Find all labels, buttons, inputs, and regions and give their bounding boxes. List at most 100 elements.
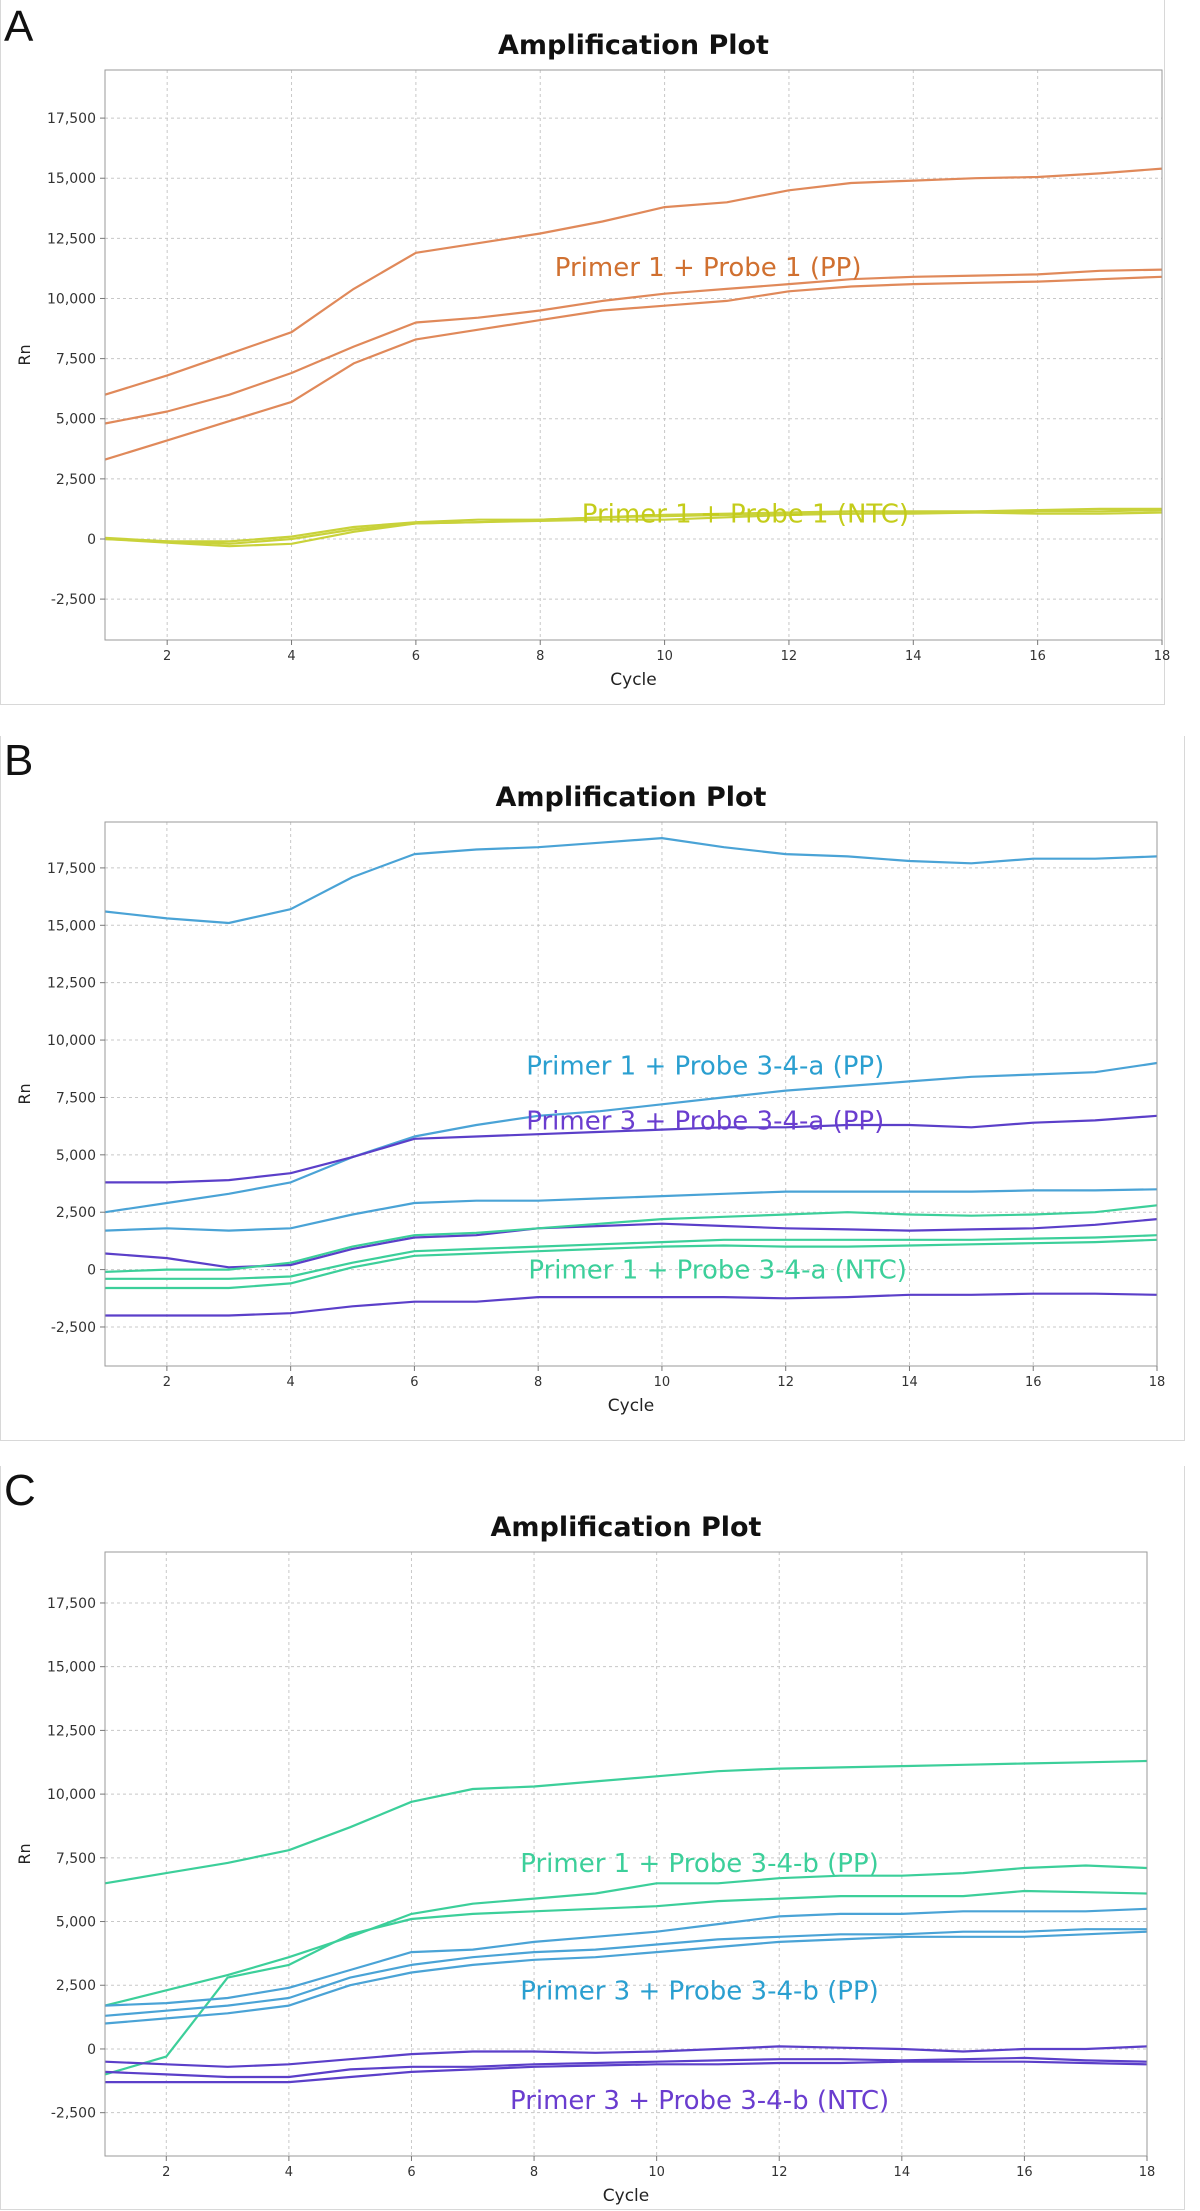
x-tick-label: 18 xyxy=(1154,649,1171,664)
x-tick-label: 2 xyxy=(163,649,171,664)
y-tick-label: 5,000 xyxy=(56,1915,96,1931)
panel-c: C Amplification Plot 2 4 6 8 10 12 14 16 18 -2,500… xyxy=(0,1466,1200,2211)
y-tick-label: -2,500 xyxy=(51,2106,96,2122)
y-tick-label: 17,500 xyxy=(47,1596,96,1612)
amplification-chart-a: Amplification Plot 2 4 6 8 10 12 14 16 18 -2,500 0 2… xyxy=(15,30,1171,690)
amplification-chart-b: Amplification Plot 2 4 6 8 10 12 14 16 18 -2,500 0 2… xyxy=(15,782,1166,1416)
x-tick-label: 8 xyxy=(530,2165,538,2180)
series-annotation: Primer 3 + Probe 3-4-b (PP) xyxy=(520,1976,879,2006)
x-tick-label: 14 xyxy=(905,649,922,664)
y-axis-label: Rn xyxy=(15,1083,34,1104)
y-tick-label: 15,000 xyxy=(47,1660,96,1676)
series-annotation: Primer 1 + Probe 1 (NTC) xyxy=(582,500,909,530)
y-tick-label: 12,500 xyxy=(47,1723,96,1739)
x-tick-label: 6 xyxy=(407,2165,415,2180)
y-tick-label: 10,000 xyxy=(47,1033,96,1049)
series-annotation: Primer 1 + Probe 1 (PP) xyxy=(555,253,862,283)
series-line-6 xyxy=(104,1204,1158,1273)
y-tick-label: 0 xyxy=(87,2042,96,2058)
series-line-3 xyxy=(105,1114,1158,1184)
series-annotation: Primer 1 + Probe 3-4-a (NTC) xyxy=(528,1256,907,1286)
chart-title: Amplification Plot xyxy=(498,30,769,61)
series-line-3 xyxy=(104,1889,1148,2076)
series-annotation: Primer 3 + Probe 3-4-a (PP) xyxy=(526,1106,884,1136)
series-line-2 xyxy=(104,268,1163,425)
y-tick-label: 7,500 xyxy=(56,352,96,368)
series-line-5 xyxy=(104,1218,1158,1269)
y-tick-label: 0 xyxy=(87,1263,96,1279)
x-tick-label: 18 xyxy=(1149,1375,1166,1390)
y-axis-label: Rn xyxy=(15,344,34,365)
panel-label: A xyxy=(4,2,34,51)
series-line-9 xyxy=(105,2060,1148,2084)
x-tick-label: 12 xyxy=(777,1375,794,1390)
y-axis-label: Rn xyxy=(15,1843,34,1864)
y-tick-label: 2,500 xyxy=(56,472,96,488)
series-line-2 xyxy=(104,1061,1158,1214)
x-tick-label: 8 xyxy=(534,1375,542,1390)
series-line-9 xyxy=(105,1292,1158,1317)
series-annotation: Primer 1 + Probe 3-4-a (PP) xyxy=(526,1051,884,1081)
x-tick-label: 2 xyxy=(163,1375,171,1390)
panel-a: A Amplification Plot 2 4 6 8 10 12 14 16 18 -2,500… xyxy=(0,0,1200,706)
y-tick-label: 15,000 xyxy=(47,918,96,934)
x-tick-label: 10 xyxy=(654,1375,671,1390)
x-tick-label: 4 xyxy=(285,2165,293,2180)
series-line-7 xyxy=(104,2045,1148,2068)
panel-frame xyxy=(0,1466,1185,2210)
x-axis-label: Cycle xyxy=(610,670,656,690)
y-tick-label: 2,500 xyxy=(56,1978,96,1994)
series-line-6 xyxy=(104,511,1163,545)
series-line-4 xyxy=(104,1907,1148,2007)
x-tick-label: 10 xyxy=(648,2165,665,2180)
x-tick-label: 16 xyxy=(1025,1375,1042,1390)
y-tick-label: 17,500 xyxy=(47,861,96,877)
amplification-chart-c: Amplification Plot 2 4 6 8 10 12 14 16 18 -2,500 0 2… xyxy=(15,1512,1156,2206)
series-annotation: Primer 1 + Probe 3-4-b (PP) xyxy=(520,1849,879,1879)
series-annotation: Primer 3 + Probe 3-4-b (NTC) xyxy=(510,2086,889,2116)
y-tick-label: 0 xyxy=(87,532,96,548)
x-tick-label: 6 xyxy=(410,1375,418,1390)
panel-label: B xyxy=(4,736,34,785)
y-tick-label: 10,000 xyxy=(47,1787,96,1803)
y-tick-label: 2,500 xyxy=(56,1205,96,1221)
series-line-6 xyxy=(104,1930,1148,2025)
x-tick-label: 16 xyxy=(1016,2165,1033,2180)
y-tick-label: 17,500 xyxy=(47,111,96,127)
y-tick-label: -2,500 xyxy=(51,592,96,608)
panel-b: B Amplification Plot 2 4 6 8 10 12 14 16 18 -2,500… xyxy=(0,736,1200,1442)
plot-border xyxy=(104,69,1163,641)
series-line-8 xyxy=(105,1238,1158,1290)
series-line-7 xyxy=(105,1234,1158,1280)
panel-frame xyxy=(0,736,1185,1441)
x-tick-label: 12 xyxy=(781,649,798,664)
plot-area xyxy=(105,70,1162,640)
y-tick-label: 7,500 xyxy=(56,1851,96,1867)
plot-border xyxy=(104,821,1158,1367)
y-tick-label: 15,000 xyxy=(47,171,96,187)
series-line-1 xyxy=(104,167,1163,396)
series-line-5 xyxy=(104,1928,1147,2017)
y-tick-label: -2,500 xyxy=(51,1320,96,1336)
y-tick-label: 5,000 xyxy=(56,412,96,428)
x-tick-label: 4 xyxy=(287,649,295,664)
panel-label: C xyxy=(4,1466,36,1515)
x-tick-label: 14 xyxy=(894,2165,911,2180)
series-line-4 xyxy=(104,1188,1158,1232)
x-tick-label: 16 xyxy=(1029,649,1046,664)
plot-area xyxy=(105,1552,1147,2156)
x-tick-label: 18 xyxy=(1139,2165,1156,2180)
x-axis-label: Cycle xyxy=(608,1396,654,1416)
y-tick-label: 12,500 xyxy=(47,231,96,247)
x-tick-label: 4 xyxy=(287,1375,295,1390)
x-tick-label: 12 xyxy=(771,2165,788,2180)
panel-frame xyxy=(0,0,1165,705)
x-tick-label: 14 xyxy=(901,1375,918,1390)
chart-title: Amplification Plot xyxy=(491,1512,762,1543)
x-tick-label: 8 xyxy=(536,649,544,664)
plot-border xyxy=(104,1551,1148,2157)
plot-area xyxy=(105,822,1157,1366)
x-tick-label: 2 xyxy=(162,2165,170,2180)
series-line-1 xyxy=(104,837,1158,925)
series-line-8 xyxy=(104,2056,1148,2079)
